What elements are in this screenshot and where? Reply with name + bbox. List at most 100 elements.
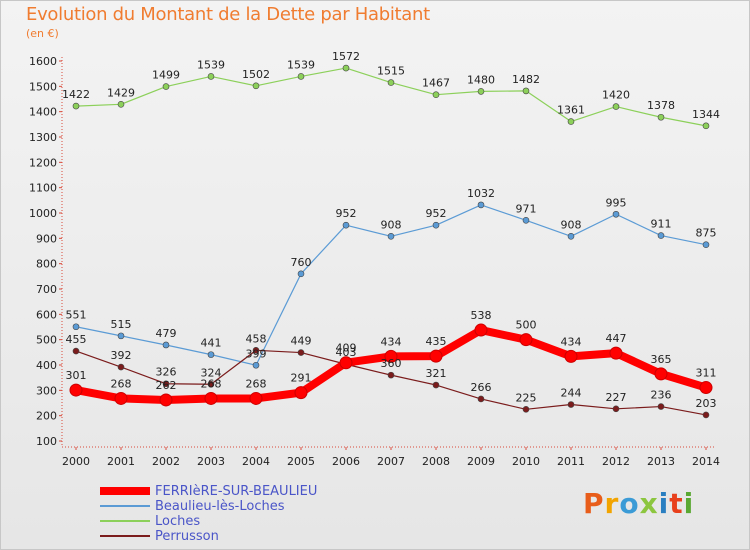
data-point — [249, 391, 263, 405]
data-point — [477, 201, 485, 209]
proxiti-logo: Proxiti — [583, 487, 694, 520]
logo-letter: t — [669, 487, 684, 520]
data-point — [699, 381, 713, 395]
data-point — [567, 233, 575, 240]
x-tick-label: 2011 — [557, 455, 585, 468]
y-tick-label: 300 — [36, 384, 57, 397]
y-tick-label: 700 — [36, 283, 57, 296]
y-tick-label: 1300 — [29, 131, 57, 144]
data-point — [474, 323, 488, 337]
data-point — [429, 349, 443, 363]
data-label: 227 — [606, 391, 627, 404]
chart-title: Evolution du Montant de la Dette par Hab… — [26, 4, 430, 25]
data-point — [117, 332, 125, 340]
data-label: 262 — [156, 379, 177, 392]
data-point — [387, 371, 395, 379]
data-label: 291 — [291, 372, 312, 385]
data-point — [702, 122, 710, 130]
data-label: 266 — [471, 381, 492, 394]
data-point — [609, 346, 623, 360]
data-point — [72, 347, 80, 355]
data-point — [162, 83, 170, 90]
y-tick-label: 800 — [36, 258, 57, 271]
data-label: 1482 — [512, 73, 540, 86]
x-tick-label: 2005 — [287, 455, 315, 468]
data-point — [159, 393, 173, 407]
data-point — [612, 210, 620, 218]
data-point — [207, 351, 215, 358]
data-label: 1480 — [467, 73, 495, 86]
data-label: 479 — [156, 327, 177, 340]
y-tick-label: 900 — [36, 232, 57, 245]
data-label: 952 — [426, 207, 447, 220]
y-tick-label: 1200 — [29, 156, 57, 169]
data-point — [69, 383, 83, 397]
data-label: 760 — [291, 256, 312, 269]
data-point — [567, 118, 575, 125]
data-point — [207, 380, 215, 388]
data-point — [522, 87, 530, 95]
data-labels: 301 268 262 268 268 291 409 434 435 538 500 434 447 3… — [62, 50, 720, 410]
data-point — [297, 349, 305, 356]
data-label: 1420 — [602, 89, 630, 102]
x-tick-label: 2001 — [107, 455, 135, 468]
data-label: 268 — [246, 377, 267, 390]
axes: 100 200 300 400 500 600 700 800 900 1000 1100 1200 1… — [29, 55, 720, 468]
x-tick-label: 2009 — [467, 455, 495, 468]
data-point — [564, 349, 578, 363]
data-point — [162, 380, 170, 388]
data-label: 360 — [381, 357, 402, 370]
data-point — [657, 403, 665, 410]
legend-swatch — [100, 505, 150, 507]
data-label: 1422 — [62, 88, 90, 101]
data-label: 1539 — [287, 58, 315, 71]
data-label: 1572 — [332, 50, 360, 63]
data-label: 225 — [516, 391, 537, 404]
y-tick-label: 600 — [36, 308, 57, 321]
data-label: 458 — [246, 332, 267, 345]
data-point — [297, 73, 305, 80]
data-label: 1515 — [377, 65, 405, 78]
x-tick-label: 2010 — [512, 455, 540, 468]
series-0 — [69, 323, 713, 407]
data-label: 1499 — [152, 69, 180, 82]
x-tick-label: 2008 — [422, 455, 450, 468]
y-tick-label: 1400 — [29, 106, 57, 119]
data-label: 455 — [66, 333, 87, 346]
series-layer — [69, 64, 713, 419]
data-point — [294, 386, 308, 400]
data-point — [117, 363, 125, 371]
data-point — [204, 391, 218, 405]
data-label: 409 — [336, 342, 357, 355]
data-label: 365 — [651, 353, 672, 366]
y-tick-label: 500 — [36, 334, 57, 347]
data-label: 392 — [111, 349, 132, 362]
data-point — [252, 347, 260, 354]
data-point — [612, 103, 620, 110]
data-label: 1344 — [692, 108, 720, 121]
data-point — [519, 333, 533, 347]
data-point — [654, 367, 668, 381]
y-tick-label: 1000 — [29, 207, 57, 220]
y-tick-label: 100 — [36, 435, 57, 448]
x-tick-label: 2002 — [152, 455, 180, 468]
data-label: 908 — [561, 218, 582, 231]
data-label: 551 — [66, 309, 87, 322]
data-label: 441 — [201, 337, 222, 350]
data-point — [387, 233, 395, 240]
data-label: 301 — [66, 369, 87, 382]
data-label: 971 — [516, 202, 537, 215]
x-tick-label: 2000 — [62, 455, 90, 468]
data-label: 435 — [426, 335, 447, 348]
data-point — [477, 88, 485, 95]
y-tick-label: 1500 — [29, 80, 57, 93]
data-label: 1429 — [107, 86, 135, 99]
x-tick-label: 2004 — [242, 455, 270, 468]
data-point — [567, 401, 575, 408]
data-label: 1361 — [557, 104, 585, 117]
legend-label: Beaulieu-lès-Loches — [155, 499, 285, 514]
legend-swatch — [100, 535, 150, 537]
data-point — [432, 221, 440, 229]
data-point — [114, 391, 128, 405]
data-label: 908 — [381, 218, 402, 231]
